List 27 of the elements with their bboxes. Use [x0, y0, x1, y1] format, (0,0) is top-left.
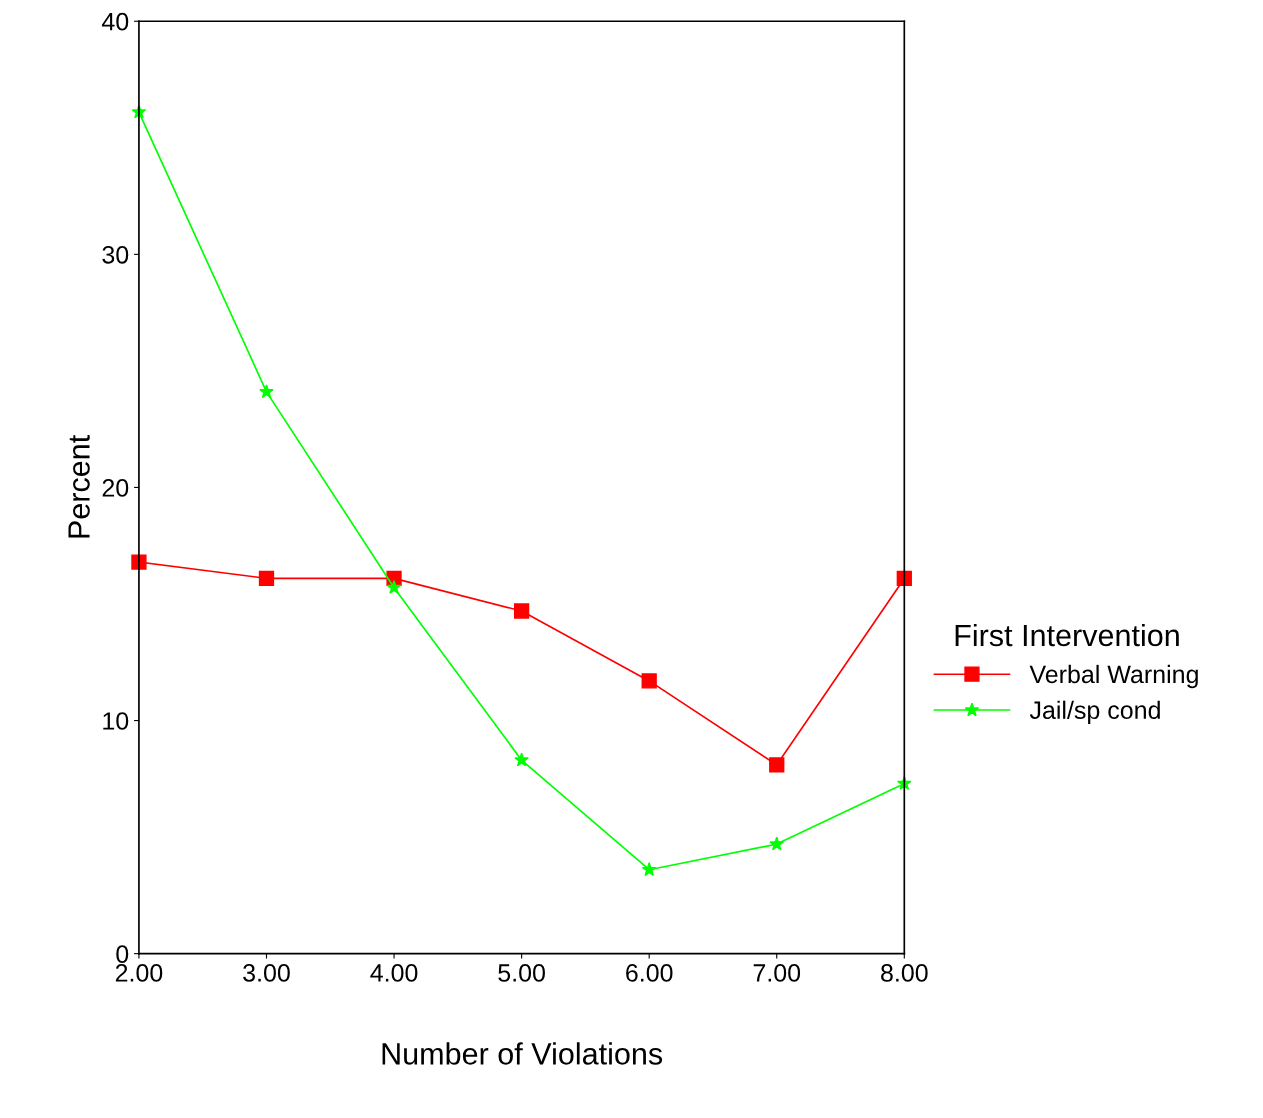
y-tick-label: 10 — [103, 712, 129, 730]
x-axis-title: Number of Violations — [382, 1042, 663, 1065]
point — [259, 384, 274, 399]
legend-label: Jail/sp cond — [1029, 700, 1160, 724]
point — [258, 570, 275, 586]
y-tick-label: 0 — [116, 945, 129, 963]
y-axis-title: Percent — [68, 435, 90, 538]
x-tick-label: 7.00 — [753, 964, 801, 982]
point — [641, 673, 657, 689]
x-tick-label: 6.00 — [626, 964, 673, 982]
point — [514, 752, 529, 767]
legend-title: First Intervention — [955, 623, 1179, 647]
y-tick-label: 40 — [101, 12, 129, 31]
x-tick-label: 3.00 — [243, 964, 290, 982]
point — [386, 580, 402, 594]
point — [769, 836, 785, 851]
x-tick-label: 2.00 — [115, 964, 163, 982]
y-tick-label: 30 — [102, 245, 129, 264]
point — [641, 862, 657, 877]
y-tick-label: 20 — [102, 479, 129, 497]
point — [131, 554, 147, 570]
x-tick-label: 4.00 — [370, 964, 418, 982]
point — [513, 603, 530, 619]
x-tick-label: 8.00 — [881, 964, 928, 982]
x-tick-label: 5.00 — [498, 964, 545, 982]
point — [769, 757, 785, 773]
legend-label: Verbal Warning — [1029, 664, 1198, 689]
